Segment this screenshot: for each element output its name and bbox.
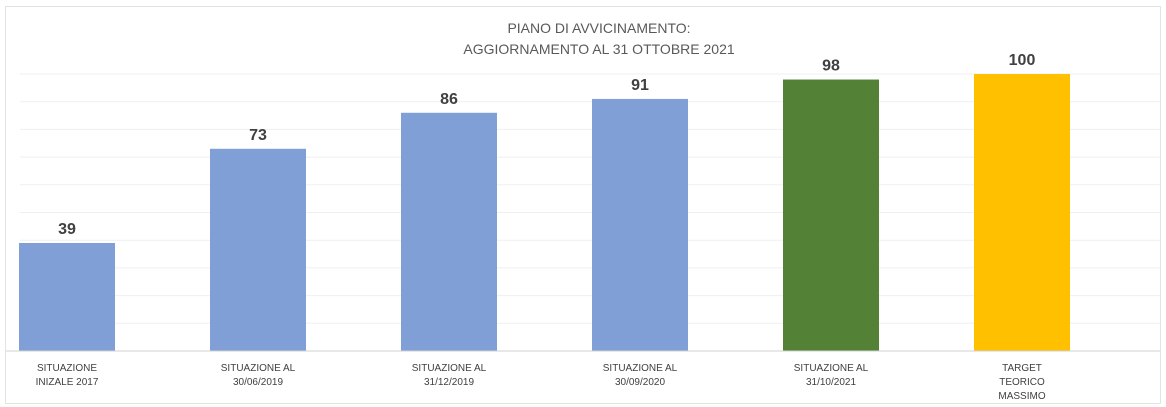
bars bbox=[19, 74, 1070, 352]
bar-value-label: 91 bbox=[631, 77, 649, 94]
category-label: INIZALE 2017 bbox=[36, 377, 99, 388]
category-label: SITUAZIONE bbox=[37, 363, 97, 374]
category-label: 30/09/2020 bbox=[615, 377, 665, 388]
category-label: SITUAZIONE AL bbox=[603, 363, 678, 374]
category-label: MASSIMO bbox=[998, 391, 1045, 402]
category-label: TEORICO bbox=[999, 377, 1045, 388]
bar-value-label: 100 bbox=[1009, 52, 1036, 69]
category-label: SITUAZIONE AL bbox=[221, 363, 296, 374]
bar bbox=[210, 148, 306, 351]
category-label: TARGET bbox=[1002, 363, 1042, 374]
chart-title-line-2: AGGIORNAMENTO AL 31 OTTOBRE 2021 bbox=[463, 41, 734, 57]
chart-frame bbox=[5, 6, 1161, 404]
chart-title-line-1: PIANO DI AVVICINAMENTO: bbox=[507, 20, 690, 36]
category-labels: SITUAZIONE INIZALE 2017 SITUAZIONE AL 30/06… bbox=[36, 363, 1046, 402]
bar bbox=[19, 242, 115, 351]
bar-value-label: 73 bbox=[249, 127, 267, 144]
bar-value-label: 86 bbox=[440, 91, 458, 108]
category-label: 31/12/2019 bbox=[424, 377, 474, 388]
category-label: SITUAZIONE AL bbox=[794, 363, 869, 374]
bar-value-label: 98 bbox=[822, 58, 840, 75]
data-labels: 39 73 86 91 98 100 bbox=[58, 52, 1035, 238]
bar bbox=[401, 112, 497, 351]
bar bbox=[974, 74, 1070, 351]
category-label: SITUAZIONE AL bbox=[412, 363, 487, 374]
bar bbox=[783, 79, 879, 351]
category-label: 30/06/2019 bbox=[233, 377, 283, 388]
bar-value-label: 39 bbox=[58, 221, 76, 238]
bar bbox=[592, 98, 688, 352]
category-label: 31/10/2021 bbox=[806, 377, 856, 388]
